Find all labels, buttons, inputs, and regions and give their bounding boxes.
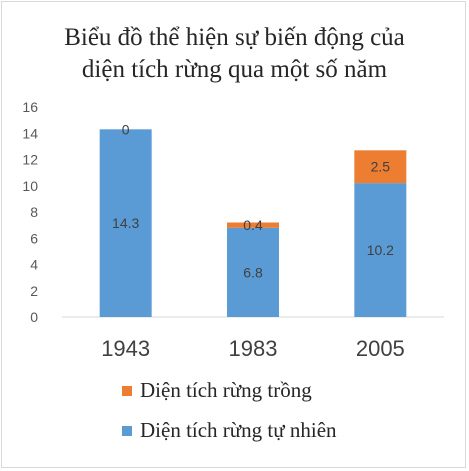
- y-tick-label: 0: [30, 309, 38, 325]
- chart-title: Biểu đồ thể hiện sự biến động của diện t…: [0, 22, 469, 86]
- legend-item-natural-forest: Diện tích rừng tự nhiên: [122, 418, 337, 443]
- legend-label-planted-forest: Diện tích rừng trồng: [140, 378, 312, 402]
- data-label-natural-forest-1943: 14.3: [112, 215, 139, 231]
- data-label-natural-forest-1983: 6.8: [243, 264, 263, 280]
- data-label-planted-forest-1943: 0: [122, 121, 130, 137]
- legend-swatch-natural-forest: [122, 425, 132, 436]
- legend-item-planted-forest: Diện tích rừng trồng: [122, 378, 312, 403]
- y-tick-label: 2: [30, 283, 38, 299]
- bar-planted-forest-1983: [227, 222, 279, 228]
- y-tick-label: 16: [22, 99, 38, 115]
- data-label-planted-forest-1983: 0.4: [243, 217, 263, 233]
- bar-planted-forest-2005: [354, 150, 407, 184]
- chart-title-line-2: diện tích rừng qua một số năm: [81, 56, 388, 83]
- data-label-planted-forest-2005: 2.5: [371, 159, 391, 175]
- y-tick-label: 6: [30, 230, 38, 246]
- x-tick-label-1943: 1943: [101, 336, 150, 361]
- bar-natural-forest-1943: [99, 129, 152, 317]
- x-tick-label-1983: 1983: [229, 336, 278, 361]
- y-tick-label: 4: [30, 257, 38, 273]
- legend-label-natural-forest: Diện tích rừng tự nhiên: [140, 418, 337, 442]
- bar-natural-forest-1983: [227, 227, 279, 317]
- y-tick-label: 10: [22, 178, 38, 194]
- y-tick-label: 12: [22, 152, 38, 168]
- data-label-natural-forest-2005: 10.2: [367, 242, 394, 258]
- x-tick-label-2005: 2005: [356, 336, 405, 361]
- bar-natural-forest-2005: [354, 183, 407, 317]
- chart-title-line-1: Biểu đồ thể hiện sự biến động của: [64, 24, 405, 51]
- y-tick-label: 14: [22, 125, 38, 141]
- legend-swatch-planted-forest: [122, 385, 132, 396]
- y-tick-label: 8: [30, 204, 38, 220]
